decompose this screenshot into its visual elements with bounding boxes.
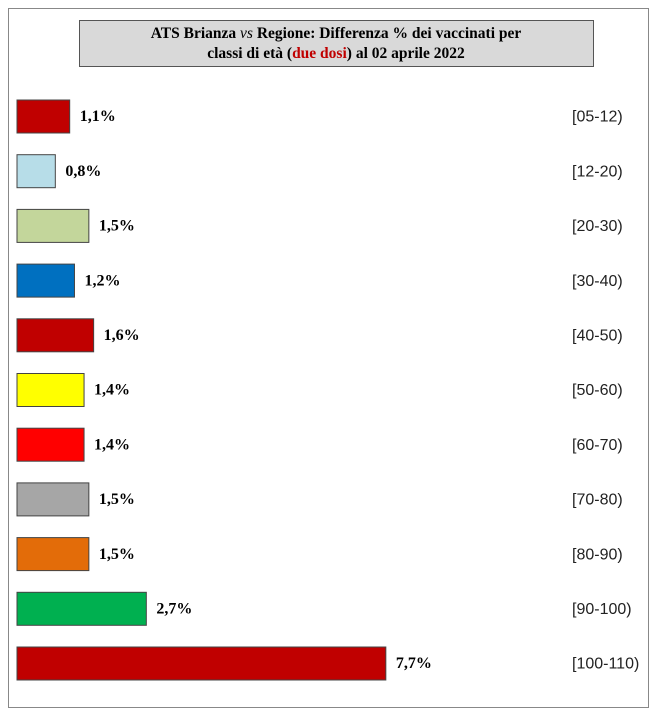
bar — [16, 263, 75, 298]
category-label: [30-40) — [572, 273, 623, 290]
bar — [16, 208, 90, 243]
value-label: 1,2% — [84, 272, 120, 289]
value-label: 2,7% — [156, 600, 192, 617]
value-label: 1,5% — [99, 218, 135, 235]
title-part: due dosi — [292, 45, 347, 62]
category-label: [12-20) — [572, 163, 623, 180]
category-label: [100-110) — [572, 656, 639, 673]
bar — [16, 154, 56, 189]
category-label: [05-12) — [572, 109, 623, 126]
bar — [16, 646, 387, 681]
title-part: classi di età ( — [207, 45, 292, 62]
category-label: [90-100) — [572, 601, 632, 618]
title-part: vs — [240, 25, 253, 42]
chart-title: ATS Brianza vs Regione: Differenza % dei… — [151, 25, 522, 42]
value-label: 0,8% — [65, 163, 101, 180]
bar — [16, 482, 90, 517]
category-label: [80-90) — [572, 546, 623, 563]
bar — [16, 318, 95, 353]
value-label: 1,5% — [99, 546, 135, 563]
value-label: 1,6% — [104, 327, 140, 344]
title-part: ) al 02 aprile 2022 — [347, 45, 465, 62]
bar — [16, 373, 85, 407]
title-box — [79, 20, 594, 67]
frame — [8, 8, 649, 708]
value-label: 1,5% — [99, 491, 135, 508]
bar — [16, 427, 85, 462]
title-part: Regione: Differenza % dei vaccinati per — [253, 25, 521, 42]
bar — [16, 99, 71, 134]
category-label: [40-50) — [572, 328, 623, 345]
chart-title: classi di età (due dosi) al 02 aprile 20… — [207, 45, 465, 62]
category-label: [70-80) — [572, 492, 623, 509]
bar — [16, 591, 147, 626]
value-label: 7,7% — [396, 655, 432, 672]
value-label: 1,4% — [94, 436, 130, 453]
title-part: ATS Brianza — [151, 25, 240, 42]
category-label: [20-30) — [572, 218, 623, 235]
value-label: 1,4% — [94, 382, 130, 399]
bar — [16, 537, 90, 572]
value-label: 1,1% — [80, 108, 116, 125]
category-label: [60-70) — [572, 437, 623, 454]
category-label: [50-60) — [572, 382, 623, 399]
